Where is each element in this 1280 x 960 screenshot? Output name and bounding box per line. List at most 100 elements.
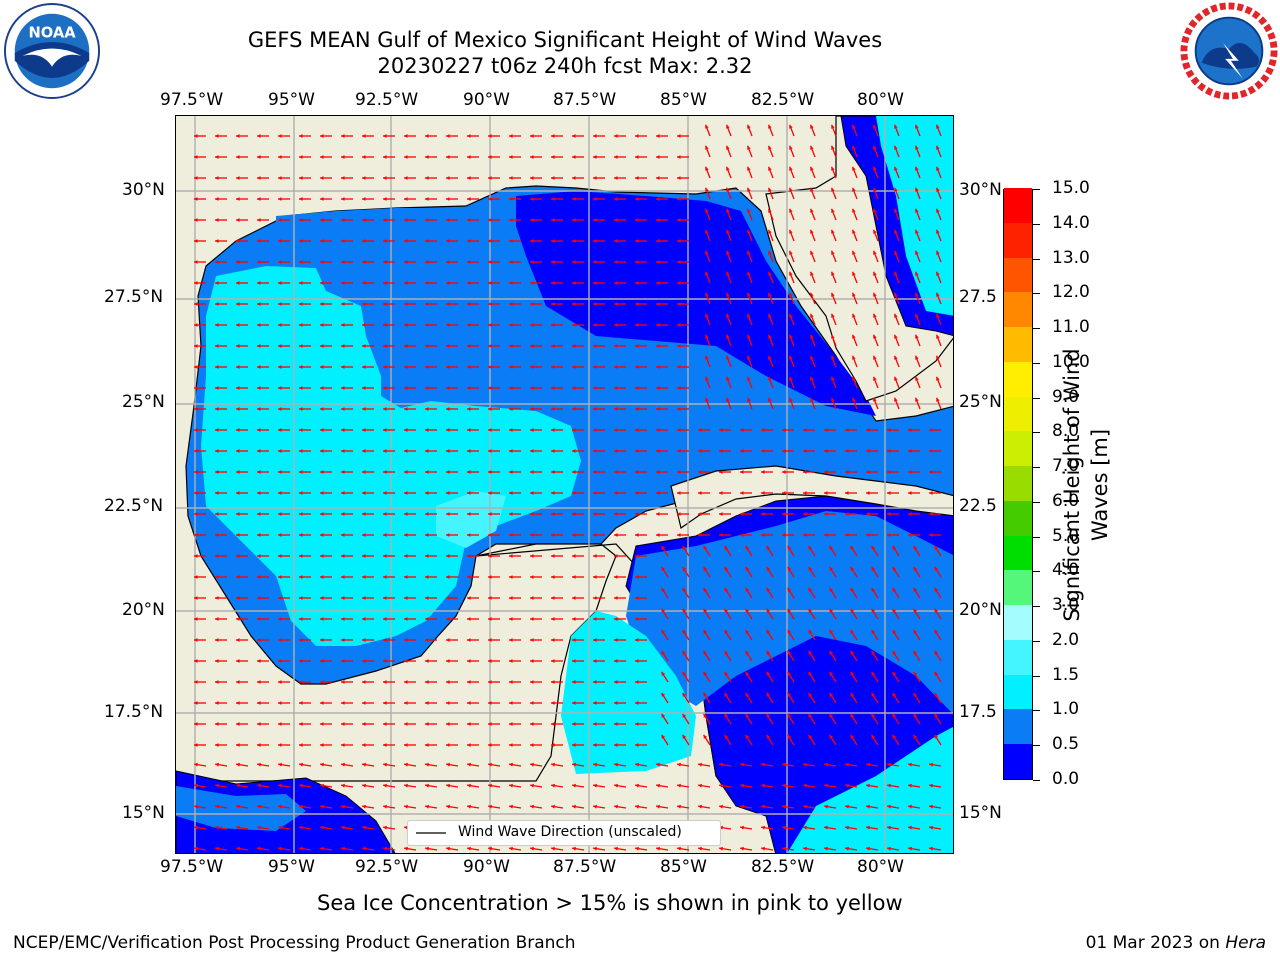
colorbar-tick-mark: [1033, 501, 1040, 503]
wave-arrow-head: [845, 470, 849, 474]
wave-arrow-head: [614, 134, 618, 138]
wave-arrow-head: [278, 134, 282, 138]
wave-arrow-head: [936, 166, 940, 171]
wave-arrow-head: [446, 428, 450, 432]
wave-arrow-head: [871, 734, 876, 739]
wave-arrow-head: [383, 680, 387, 684]
wave-arrow-head: [635, 846, 639, 851]
wave-arrow-head: [614, 302, 618, 306]
wave-arrow-head: [446, 680, 450, 684]
wave-arrow-head: [257, 533, 261, 537]
wave-arrow-head: [766, 713, 771, 718]
wave-arrow-head: [467, 617, 471, 621]
wave-arrow-head: [656, 491, 660, 495]
wave-arrow-head: [747, 166, 751, 171]
wave-arrow-head: [915, 208, 919, 213]
wave-arrow-head: [257, 365, 261, 369]
wave-arrow-head: [852, 292, 856, 297]
wave-arrow-head: [871, 629, 876, 634]
wave-arrow-head: [698, 512, 702, 516]
yucatan-channel-cyan: [561, 611, 696, 774]
wave-arrow-head: [215, 762, 219, 767]
wave-arrow-head: [719, 512, 723, 516]
wave-arrow-head: [509, 638, 513, 642]
wave-arrow-head: [278, 762, 282, 767]
wave-arrow-head: [740, 533, 744, 537]
wave-arrow-head: [236, 680, 240, 684]
wave-arrow-head: [829, 671, 834, 676]
wave-arrow-head: [194, 134, 198, 138]
wave-arrow-head: [299, 846, 303, 851]
wave-arrow-head: [446, 281, 450, 285]
wave-arrow-head: [593, 701, 597, 705]
map-legend: Wind Wave Direction (unscaled): [407, 820, 721, 846]
wave-arrow-head: [705, 124, 709, 129]
wave-arrow-head: [719, 491, 723, 495]
wave-arrow-head: [467, 302, 471, 306]
wave-arrow-head: [383, 554, 387, 558]
wave-arrow-head: [656, 281, 660, 285]
wave-arrow-head: [425, 281, 429, 285]
wave-arrow-head: [593, 407, 597, 411]
wave-arrow-head: [530, 260, 534, 264]
wave-arrow-head: [320, 218, 324, 222]
wave-arrow-head: [894, 250, 898, 255]
wave-arrow-head: [320, 155, 324, 159]
wave-arrow-head: [761, 846, 765, 851]
wave-arrow-head: [726, 250, 730, 255]
wave-arrow-head: [719, 533, 723, 537]
wave-arrow-head: [661, 650, 666, 655]
wave-arrow-head: [509, 533, 513, 537]
wave-arrow-head: [747, 292, 751, 297]
wave-arrow-head: [320, 554, 324, 558]
wave-arrow-head: [682, 692, 687, 697]
wave-arrow-head: [383, 825, 387, 830]
wave-arrow-head: [509, 344, 513, 348]
wave-arrow-head: [425, 680, 429, 684]
wave-arrow-head: [724, 671, 729, 676]
wave-arrow-head: [719, 846, 723, 851]
wave-arrow-head: [488, 743, 492, 747]
wave-arrow-head: [593, 302, 597, 306]
wave-arrow-head: [656, 365, 660, 369]
wave-arrow-head: [934, 545, 939, 550]
wave-arrow-head: [362, 344, 366, 348]
wave-arrow-head: [705, 271, 709, 276]
wave-arrow-head: [726, 187, 730, 192]
wave-arrow-head: [852, 334, 856, 339]
wave-arrow-head: [913, 713, 918, 718]
wave-arrow-head: [488, 197, 492, 201]
wave-arrow-head: [915, 397, 919, 402]
footer-host: Hera: [1225, 933, 1266, 953]
wave-arrow-head: [929, 762, 933, 767]
wave-arrow-head: [341, 783, 345, 788]
wave-arrow-head: [278, 407, 282, 411]
wave-arrow-head: [808, 587, 813, 592]
wave-arrow-head: [551, 804, 555, 809]
wave-arrow-head: [551, 617, 555, 621]
wave-arrow-head: [850, 566, 855, 571]
wave-arrow-head: [362, 638, 366, 642]
wave-arrow-head: [845, 428, 849, 432]
colorbar-segment: [1004, 569, 1032, 606]
wave-arrow-head: [682, 713, 687, 718]
wave-arrow-head: [934, 566, 939, 571]
wave-arrow-head: [705, 334, 709, 339]
caribbean-east-cyan: [787, 727, 953, 853]
wave-arrow-head: [824, 449, 828, 453]
wave-arrow-head: [740, 762, 744, 767]
wave-arrow-head: [320, 804, 324, 809]
wave-arrow-head: [215, 281, 219, 285]
wave-arrow-head: [831, 292, 835, 297]
wave-arrow-head: [320, 743, 324, 747]
wave-arrow-head: [850, 650, 855, 655]
wave-arrow-head: [656, 176, 660, 180]
wave-arrow-head: [488, 134, 492, 138]
wave-arrow-head: [656, 155, 660, 159]
wave-arrow-head: [383, 743, 387, 747]
wave-arrow-head: [362, 491, 366, 495]
wave-arrow-head: [194, 554, 198, 558]
wave-arrow-head: [488, 554, 492, 558]
wave-arrow-head: [766, 545, 771, 550]
wave-arrow-head: [766, 671, 771, 676]
